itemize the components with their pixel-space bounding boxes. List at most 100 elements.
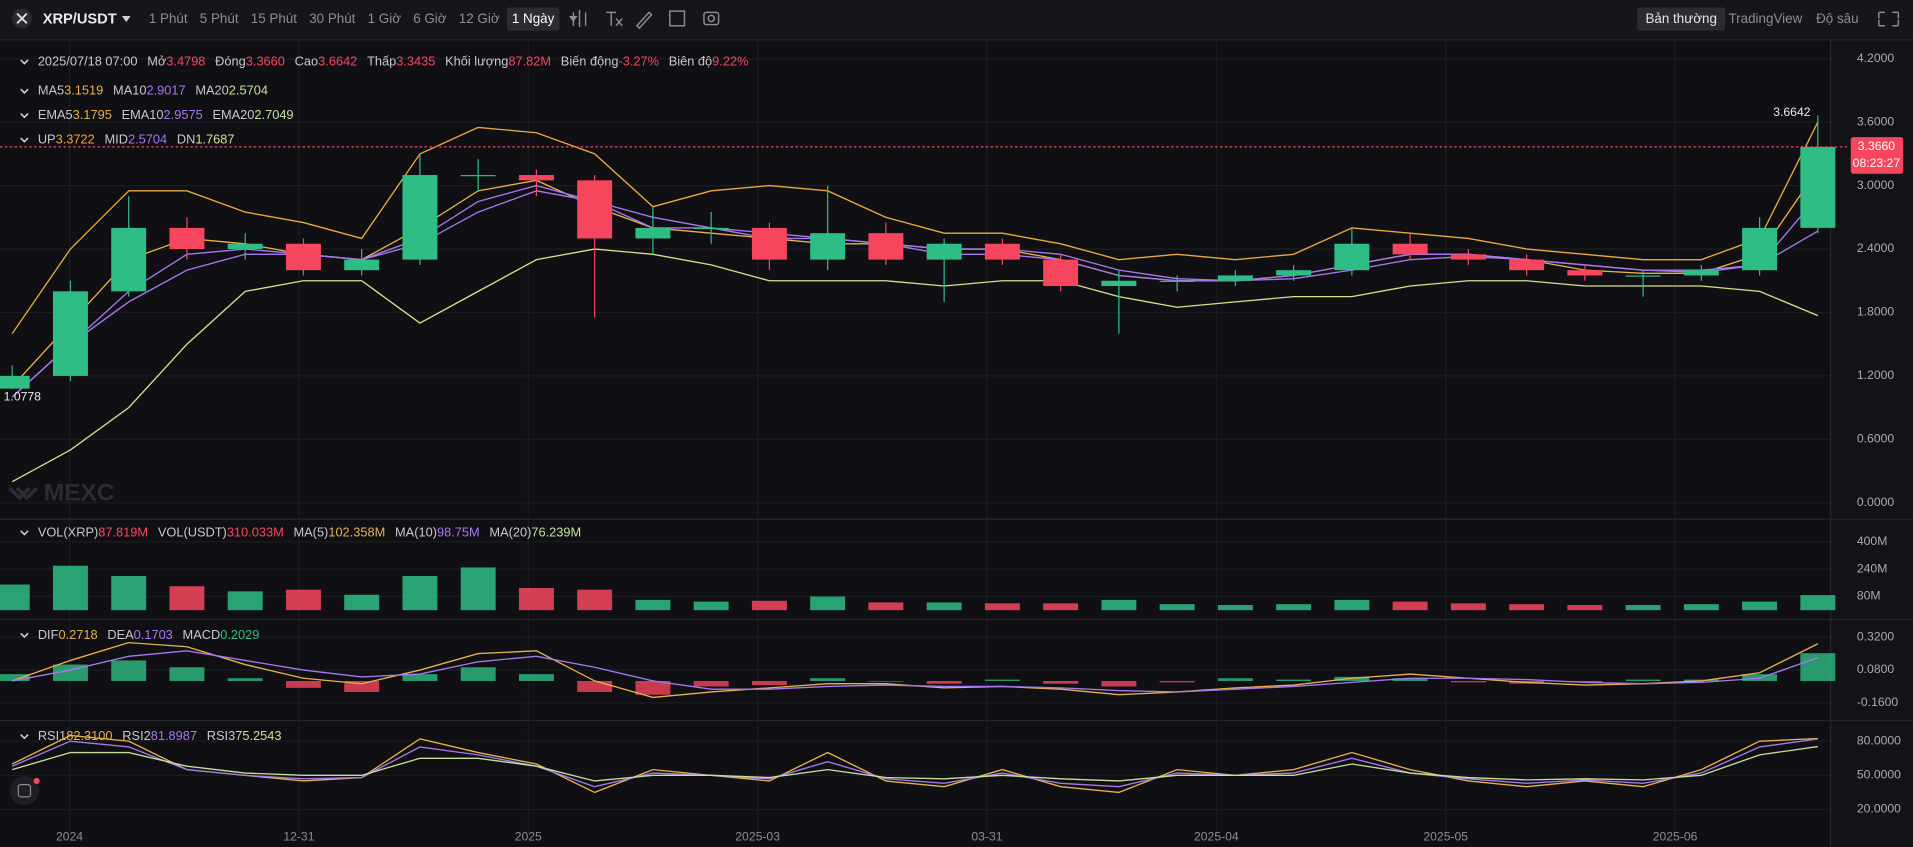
legend-name: EMA10 — [122, 107, 164, 122]
info-value: 3.6642 — [318, 54, 357, 69]
view-tab[interactable]: Bản thường — [1645, 11, 1716, 26]
interval-option[interactable]: 1 Giờ — [368, 11, 402, 26]
candle-body — [1276, 270, 1312, 276]
legend-row: VOL(XRP)87.819M VOL(USDT)310.033M MA(5)102… — [38, 525, 581, 540]
legend-toggle[interactable] — [20, 137, 29, 143]
macd-bar — [1159, 680, 1195, 683]
legend-toggle[interactable] — [20, 530, 29, 536]
legend-toggle[interactable] — [20, 59, 29, 65]
candle-body — [751, 227, 787, 260]
view-tab[interactable]: Độ sâu — [1816, 11, 1858, 26]
interval-option[interactable]: 1 Ngày — [512, 11, 555, 26]
legend-toggle[interactable] — [20, 734, 29, 740]
candle-body — [1043, 259, 1079, 287]
y-tick-label: 1.2000 — [1857, 368, 1894, 382]
candle-body — [169, 227, 205, 250]
y-tick-label: 3.0000 — [1857, 178, 1894, 192]
camera-icon[interactable] — [703, 11, 720, 26]
legend-value: 3.1519 — [64, 83, 103, 98]
macd-bar — [1450, 680, 1486, 683]
view-tab[interactable]: TradingView — [1728, 11, 1802, 26]
camera-lens — [707, 14, 716, 23]
volume-bar — [926, 602, 962, 611]
legend-row: UP3.3722 MID2.5704 DN1.7687 — [38, 132, 235, 147]
legend-name: RSI3 — [207, 728, 235, 743]
volume-bar — [1567, 605, 1603, 611]
fullscreen-icon[interactable] — [1878, 11, 1900, 27]
info-label: Biên độ — [669, 54, 712, 69]
legend-row: DIF0.2718 DEA0.1703 MACD0.2029 — [38, 627, 260, 642]
macd-bar — [635, 680, 671, 695]
candle-body — [460, 175, 496, 177]
legend-name: RSI2 — [122, 728, 150, 743]
interval-option[interactable]: 5 Phút — [200, 11, 239, 26]
layout-icon[interactable] — [669, 10, 686, 27]
formula-icon[interactable] — [606, 11, 623, 27]
y-tick-label: 1.8000 — [1857, 305, 1894, 319]
legend-name: MA10 — [113, 83, 146, 98]
symbol[interactable]: XRP/USDT — [43, 12, 117, 28]
volume-bar — [169, 586, 205, 611]
candle-body — [926, 243, 962, 260]
legend-toggle[interactable] — [20, 113, 29, 119]
legend-name: DEA — [107, 627, 134, 642]
interval-option[interactable]: 1 Phút — [149, 11, 188, 26]
candle-body — [1800, 146, 1836, 228]
last-price: 3.3660 — [1858, 139, 1895, 153]
y-tick-label: 0.0800 — [1857, 662, 1894, 676]
indicator-line — [11, 738, 1818, 788]
info-value: 3.3435 — [396, 54, 435, 69]
assistant-button[interactable] — [9, 776, 40, 806]
legend-toggle[interactable] — [20, 88, 29, 94]
countdown: 08:23:27 — [1853, 156, 1901, 170]
volume-bar — [111, 575, 147, 611]
x-tick-label: 03-31 — [971, 829, 1002, 843]
macd-bar — [227, 678, 263, 681]
macd-bar — [402, 674, 438, 681]
high-label: 3.6642 — [1773, 105, 1810, 119]
candle-body — [1450, 254, 1486, 260]
volume-bar — [577, 589, 613, 611]
y-tick-label: -0.1600 — [1857, 695, 1899, 709]
candle-body — [1625, 275, 1661, 277]
draw-icon[interactable] — [635, 11, 653, 30]
legend-name: UP — [38, 132, 56, 147]
volume-bar — [868, 602, 904, 611]
volume-bar — [285, 589, 321, 611]
interval-option[interactable]: 12 Giờ — [459, 11, 500, 26]
interval-caret[interactable] — [568, 16, 578, 23]
macd-bar — [693, 680, 729, 687]
legend-toggle[interactable] — [20, 632, 29, 639]
y-tick-label: 0.6000 — [1857, 432, 1894, 446]
notification-dot — [33, 777, 40, 785]
legend-row: EMA53.1795 EMA102.9575 EMA202.7049 — [38, 107, 294, 122]
candle-body — [1217, 275, 1253, 281]
interval-option[interactable]: 30 Phút — [309, 11, 355, 26]
symbol-caret[interactable] — [122, 16, 131, 23]
legend-value: 76.239M — [531, 525, 581, 540]
volume-bar — [1392, 601, 1428, 611]
macd-bar — [1276, 679, 1312, 681]
y-tick-label: 400M — [1857, 534, 1888, 548]
assistant-icon — [17, 784, 32, 798]
legend-name: MA5 — [38, 83, 64, 98]
legend-name: MID — [105, 132, 128, 147]
volume-bar — [518, 587, 554, 611]
macd-bar — [751, 680, 787, 686]
legend-value: 0.1703 — [134, 627, 173, 642]
legend-value: 98.75M — [437, 525, 480, 540]
candle-body — [810, 233, 846, 260]
candle-body — [518, 175, 554, 181]
interval-option[interactable]: 6 Giờ — [413, 11, 447, 26]
symbol-icon-mark — [16, 12, 28, 24]
y-tick-label: 240M — [1857, 561, 1888, 575]
interval-option[interactable]: 15 Phút — [251, 11, 297, 26]
info-label: Thấp — [367, 54, 396, 69]
legend-value: 0.2029 — [220, 627, 259, 642]
candle-body — [1567, 270, 1603, 276]
info-label: Khối lượng — [445, 54, 508, 69]
legend-name: MA(20) — [489, 525, 531, 540]
legend-value: 75.2543 — [235, 728, 281, 743]
info-label: Đóng — [215, 54, 246, 69]
candle-body — [577, 180, 613, 239]
